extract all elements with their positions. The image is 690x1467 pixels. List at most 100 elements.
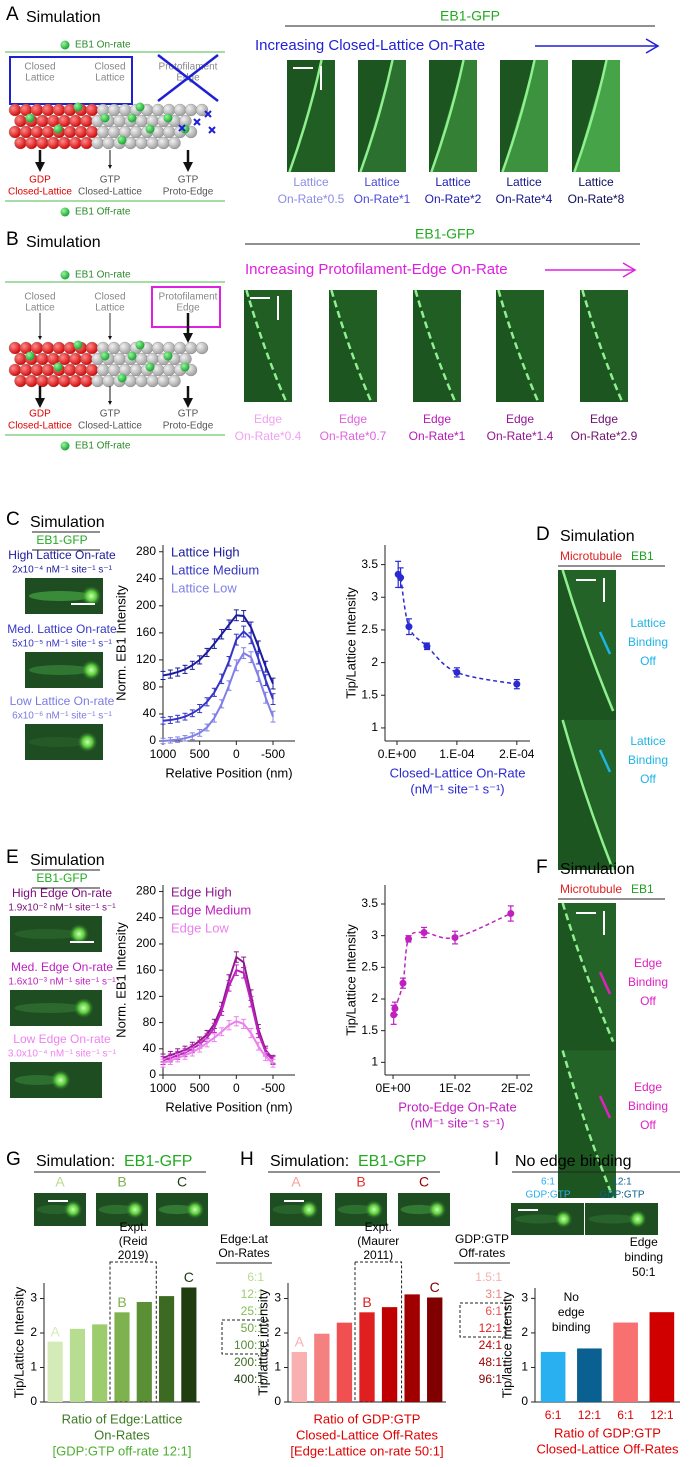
annotation: binding (552, 1320, 591, 1334)
tubulin (113, 352, 126, 366)
y-tick-label: 80 (143, 679, 157, 693)
tip-spot (73, 997, 94, 1019)
point (423, 642, 431, 650)
lattice-signal (574, 60, 620, 172)
annotation: Lattice (630, 734, 666, 748)
eb1 (135, 102, 145, 112)
tubulin (14, 374, 27, 388)
line (162, 614, 274, 684)
image-label: 1.6x10⁻³ nM⁻¹ site⁻¹ s⁻¹ (8, 977, 116, 988)
site-label: Protofilament (159, 292, 218, 303)
tubulin (118, 103, 132, 117)
tubulin (30, 341, 44, 355)
kymograph (244, 290, 292, 402)
image-label: GDP:GTP (525, 1190, 570, 1201)
y-tick-label: 1 (521, 1360, 528, 1374)
point (391, 1005, 399, 1012)
bar (577, 1348, 602, 1402)
image-label: 1.9x10⁻² nM⁻¹ site⁻¹ s⁻¹ (8, 903, 116, 914)
eb1-icon (60, 270, 70, 280)
tip-spot (81, 585, 102, 607)
eb1 (100, 351, 110, 361)
tubulin (80, 374, 93, 388)
category-label: 12:1 (650, 1408, 674, 1422)
off-rate: EB1 Off-rate (75, 441, 131, 452)
tip-streak (561, 902, 615, 1043)
tip-spot (185, 1200, 205, 1219)
panel-letter: A (6, 4, 19, 25)
annotation: Edge (634, 1080, 662, 1094)
point (405, 935, 413, 943)
site-label: Closed-Lattice (78, 187, 142, 198)
x-axis-label: (nM⁻¹ site⁻¹ s⁻¹) (410, 781, 504, 796)
tubulin (157, 374, 170, 388)
tubulin (162, 363, 176, 377)
tubulin (96, 125, 110, 139)
kymograph-label: On-Rate*2.9 (571, 429, 638, 443)
tubulin (8, 125, 22, 139)
line (162, 1020, 274, 1065)
tubulin (173, 103, 187, 117)
tubulin (41, 363, 55, 377)
tubulin (8, 103, 22, 117)
y-tick-label: 3.5 (361, 557, 378, 571)
x-axis-label: Proto-Edge On-Rate (398, 1099, 517, 1114)
y-axis-label: Tip/Lattice Intensity (11, 1286, 26, 1398)
site-label: GTP (100, 409, 121, 420)
legend-label: Edge High (171, 884, 232, 899)
panel-letter: H (240, 1149, 254, 1170)
x-axis-label: [GDP:GTP off-rate 12:1] (53, 1443, 192, 1458)
tubulin (184, 341, 198, 355)
tubulin (96, 363, 110, 377)
ratio-label: 12:1 (241, 1287, 265, 1301)
site-label: Protofilament (159, 62, 218, 73)
y-tick-label: 3.5 (361, 896, 378, 910)
eb1 (25, 113, 35, 123)
image-label: 6x10⁻⁶ nM⁻¹ site⁻¹ s⁻¹ (12, 711, 112, 722)
panel-letter: C (6, 509, 20, 530)
ratio-label: 6:1 (485, 1304, 502, 1318)
eb1 (53, 362, 63, 372)
tip-streak (501, 59, 536, 173)
y-axis-label: Tip/lattice intensity (255, 1289, 270, 1396)
panel-title: Simulation (26, 234, 101, 251)
experiment-label: Expt. (365, 1220, 392, 1234)
panel-title: Simulation (560, 528, 635, 545)
tubulin (74, 363, 88, 377)
experiment-label: (Maurer (357, 1234, 399, 1248)
tip-spot (63, 1200, 83, 1219)
tip-streak (561, 1050, 615, 1199)
panel-letter: E (6, 847, 19, 868)
site-label: Proto-Edge (163, 421, 214, 432)
blocked-site (178, 124, 186, 132)
tubulin (30, 103, 44, 117)
lattice-signal (158, 1204, 195, 1215)
image-label: High Lattice On-rate (8, 548, 116, 562)
tubulin (74, 125, 88, 139)
line (162, 968, 274, 1062)
tubulin (69, 352, 82, 366)
panel-title: Simulation: (36, 1153, 115, 1170)
on-rate: EB1 On-rate (75, 270, 131, 281)
tubulin (107, 125, 121, 139)
lattice-signal (502, 60, 548, 172)
category-label: B (362, 1294, 371, 1310)
y-tick-label: 1.5 (361, 1023, 378, 1037)
tubulin (30, 125, 44, 139)
tubulin (19, 125, 33, 139)
y-tick-label: 240 (136, 571, 156, 585)
point (451, 934, 459, 942)
image-label: B (356, 1174, 365, 1190)
tubulin (63, 125, 77, 139)
channel-label: EB1 (631, 882, 654, 896)
kymograph-label: On-Rate*2 (425, 192, 482, 206)
site-label: Closed-Lattice (8, 187, 72, 198)
y-axis-label: Tip/lattice intensity (499, 1291, 514, 1398)
tubulin (146, 136, 159, 150)
site-label: Lattice (95, 303, 125, 314)
y-tick-label: 280 (136, 544, 156, 558)
image-label: Med. Lattice On-rate (7, 622, 117, 636)
y-tick-label: 0 (149, 733, 156, 747)
y-axis-label: Norm. EB1 Intensity (113, 585, 128, 701)
eb1 (73, 340, 83, 350)
